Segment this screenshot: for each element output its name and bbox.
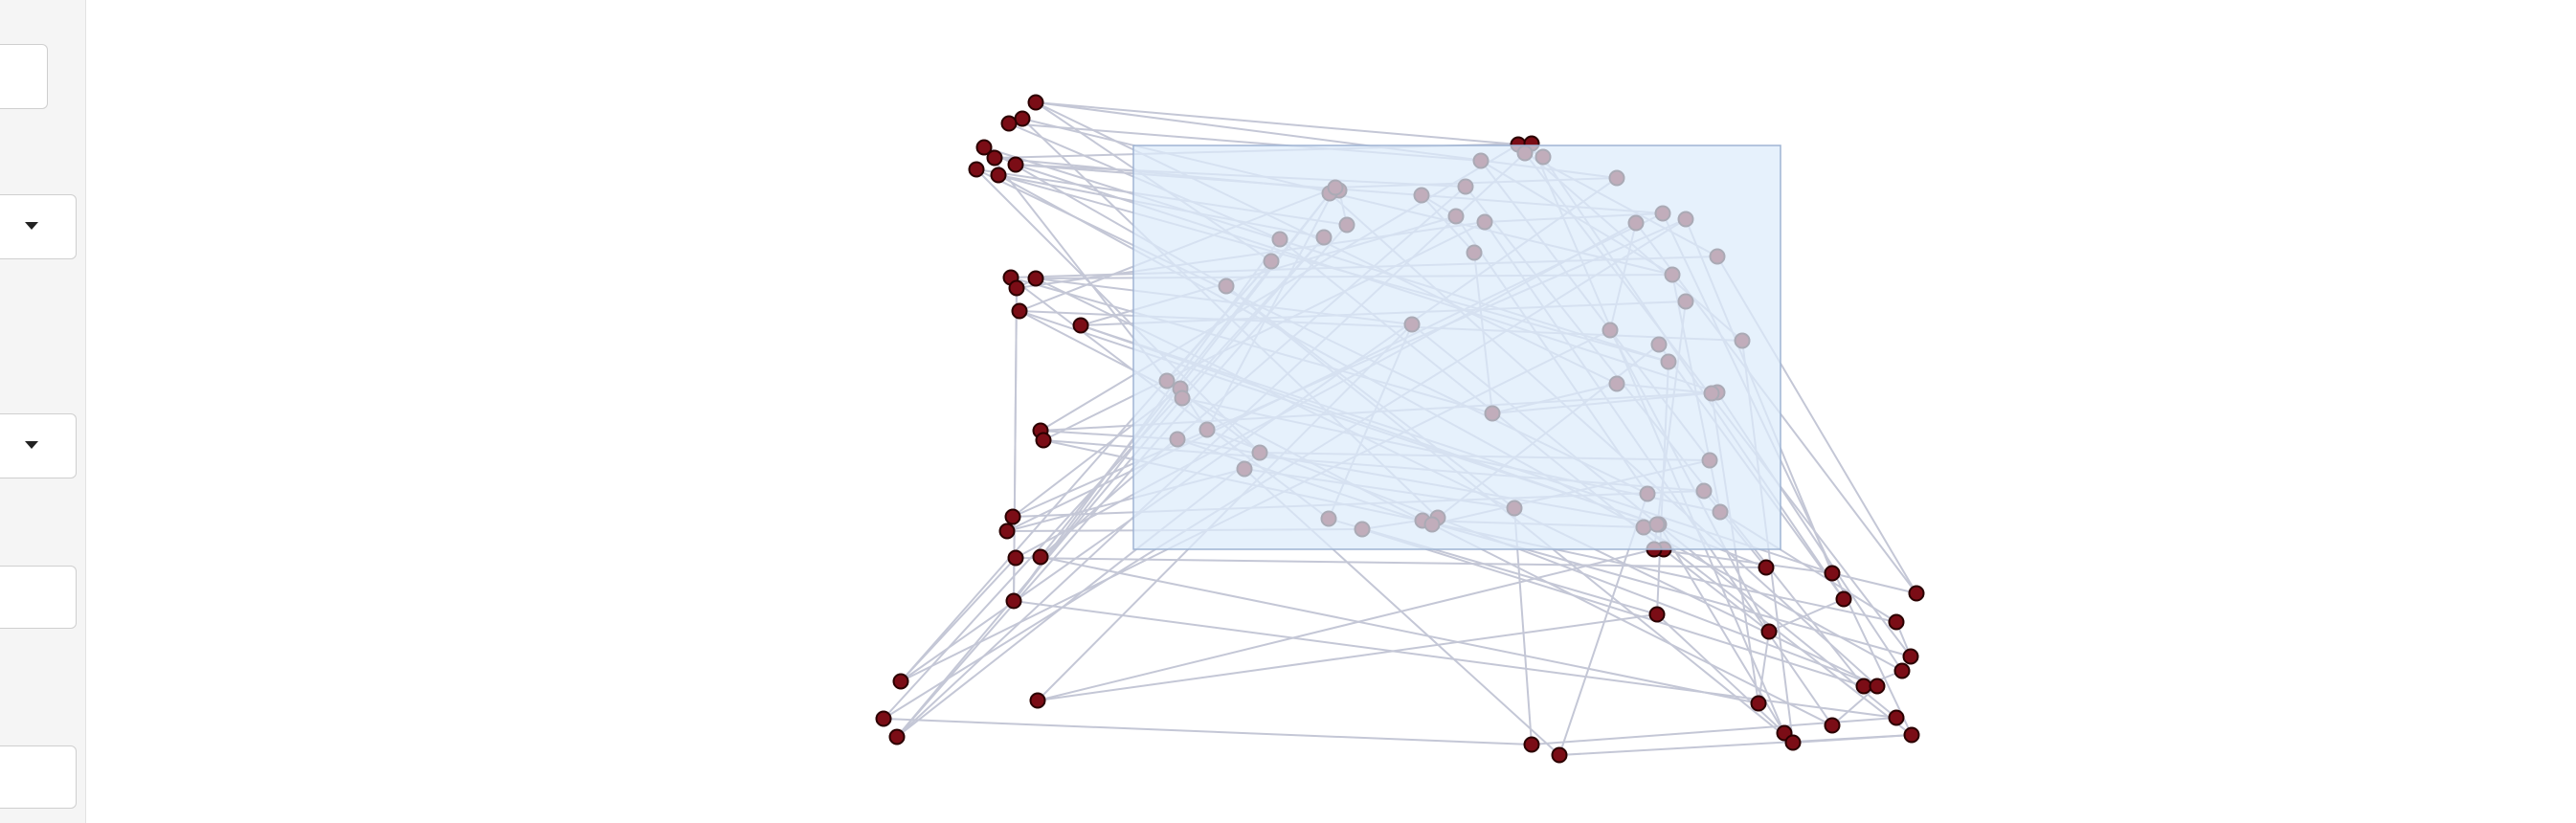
graph-node[interactable] (1008, 279, 1025, 297)
graph-edge (1035, 101, 1519, 145)
graph-node[interactable] (1893, 662, 1911, 679)
selection-box[interactable] (1132, 145, 1781, 550)
network-graph[interactable] (86, 0, 2576, 823)
graph-edge (1831, 685, 1878, 726)
graph-canvas[interactable] (86, 0, 2576, 823)
graph-edge (1656, 613, 1785, 734)
graph-node[interactable] (1760, 623, 1778, 640)
graph-node[interactable] (968, 161, 985, 178)
graph-node[interactable] (892, 673, 909, 690)
graph-node[interactable] (1005, 592, 1022, 610)
dropdown-2[interactable] (0, 194, 77, 259)
graph-edge (1040, 556, 1759, 704)
graph-node[interactable] (1855, 678, 1872, 695)
chevron-down-icon (25, 222, 38, 230)
graph-node[interactable] (1648, 606, 1666, 623)
graph-node[interactable] (1000, 115, 1018, 132)
dropdown-3[interactable] (0, 413, 77, 478)
graph-edge (1768, 598, 1845, 633)
graph-edge (883, 718, 1533, 745)
graph-node[interactable] (1014, 110, 1031, 127)
graph-node[interactable] (1835, 590, 1852, 608)
graph-node[interactable] (1032, 548, 1049, 566)
text-input-1[interactable] (0, 566, 77, 629)
graph-edge (1037, 548, 1655, 701)
chevron-down-icon (25, 441, 38, 449)
graph-node[interactable] (1750, 695, 1767, 712)
graph-node[interactable] (1908, 585, 1925, 602)
graph-node[interactable] (1551, 746, 1568, 764)
graph-node[interactable] (1072, 317, 1089, 334)
text-input-2[interactable] (0, 745, 77, 809)
graph-edge (1831, 572, 1917, 594)
graph-node[interactable] (875, 710, 892, 727)
graph-node[interactable] (1035, 432, 1052, 449)
graph-node[interactable] (1029, 692, 1046, 709)
graph-edge (1663, 548, 1770, 633)
graph-node[interactable] (888, 728, 906, 745)
graph-edge (1643, 526, 1913, 736)
graph-node[interactable] (1903, 726, 1920, 744)
graph-node[interactable] (1902, 648, 1919, 665)
graph-node[interactable] (998, 523, 1016, 540)
graph-edge (1013, 287, 1018, 602)
graph-edge (1558, 734, 1913, 756)
graph-node[interactable] (1007, 549, 1024, 567)
graph-node[interactable] (1004, 508, 1021, 525)
graph-edge (1361, 528, 1865, 687)
graph-node[interactable] (1784, 734, 1802, 751)
graph-node[interactable] (1888, 613, 1905, 631)
graph-node[interactable] (1027, 270, 1044, 287)
graph-node[interactable] (990, 167, 1007, 184)
graph-node[interactable] (1869, 678, 1886, 695)
graph-node[interactable] (1824, 565, 1841, 582)
graph-node[interactable] (1011, 302, 1028, 320)
graph-node[interactable] (1758, 559, 1775, 576)
graph-edge (1758, 631, 1770, 704)
graph-node[interactable] (1888, 709, 1905, 726)
graph-edge (1037, 613, 1658, 701)
settings-sidebar (0, 0, 86, 823)
graph-node[interactable] (975, 139, 993, 156)
dropdown-1[interactable] (0, 44, 48, 109)
graph-node[interactable] (986, 149, 1003, 167)
graph-node[interactable] (1523, 736, 1540, 753)
graph-edge (1431, 523, 1833, 726)
graph-node[interactable] (1027, 94, 1044, 111)
graph-node[interactable] (1824, 717, 1841, 734)
graph-edge (1653, 548, 1833, 574)
graph-node[interactable] (1007, 156, 1024, 173)
graph-edge (1531, 717, 1897, 745)
